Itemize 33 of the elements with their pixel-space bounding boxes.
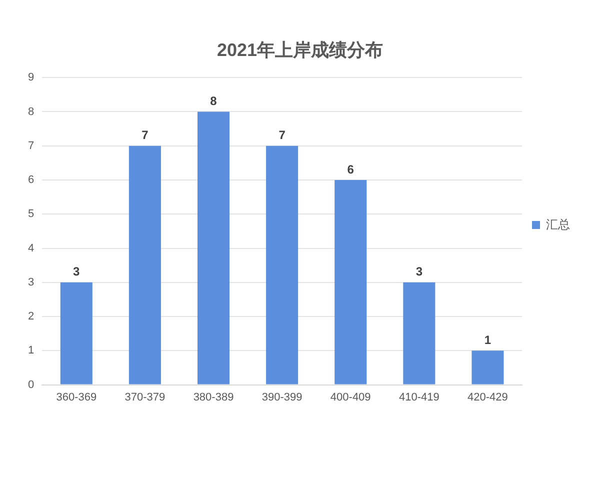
chart-title: 2021年上岸成绩分布 — [216, 40, 384, 60]
x-tick-label: 390-399 — [262, 391, 302, 404]
y-tick-label: 9 — [28, 72, 34, 84]
x-tick-label: 370-379 — [124, 391, 166, 404]
bar — [266, 146, 298, 384]
x-tick-label: 420-429 — [468, 391, 508, 404]
data-label: 7 — [278, 128, 286, 142]
data-label: 3 — [416, 264, 423, 279]
y-tick-label: 7 — [28, 140, 34, 152]
bar — [403, 282, 436, 384]
bar — [60, 282, 92, 384]
y-tick-label: 6 — [28, 174, 34, 186]
y-tick-label: 0 — [28, 378, 34, 391]
data-label: 8 — [210, 94, 218, 108]
bar — [472, 350, 504, 384]
legend-label: 汇总 — [546, 217, 570, 232]
y-tick-label: 8 — [28, 106, 34, 118]
bar — [128, 146, 161, 384]
bar — [197, 112, 230, 384]
x-tick-label: 400-409 — [330, 391, 371, 404]
data-label: 3 — [73, 264, 80, 279]
y-tick-label: 5 — [28, 208, 34, 220]
data-label: 7 — [142, 128, 149, 142]
bar — [334, 180, 367, 384]
data-label: 1 — [484, 332, 492, 347]
x-tick-label: 410-419 — [398, 391, 440, 404]
y-tick-label: 4 — [28, 242, 34, 254]
data-label: 6 — [347, 162, 354, 176]
x-tick-label: 380-389 — [193, 391, 234, 404]
y-tick-label: 1 — [28, 344, 34, 357]
y-tick-label: 2 — [28, 310, 34, 323]
x-tick-label: 360-369 — [56, 391, 97, 404]
y-tick-label: 3 — [28, 276, 34, 288]
